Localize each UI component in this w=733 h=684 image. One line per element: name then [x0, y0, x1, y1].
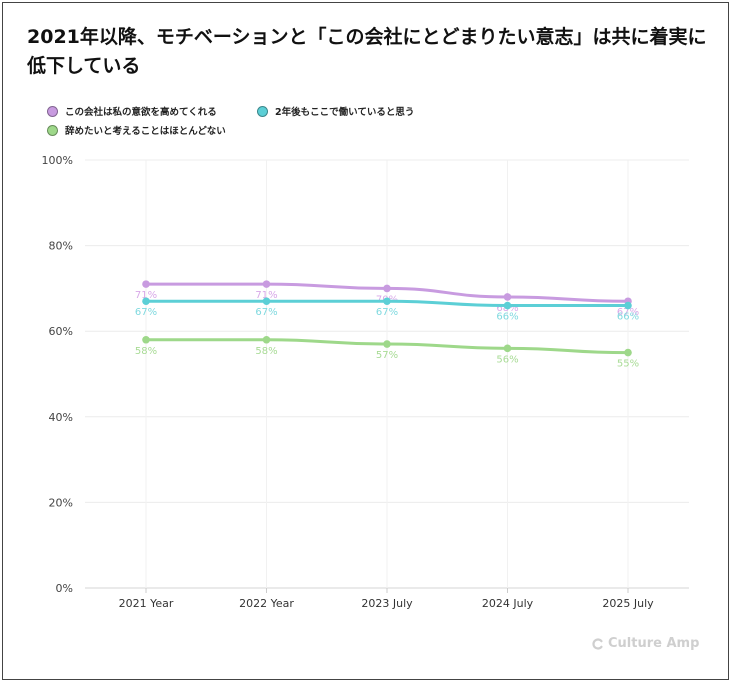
data-point	[624, 301, 632, 310]
data-label: 71%	[135, 290, 157, 301]
y-tick-label: 0%	[56, 582, 73, 595]
data-label: 57%	[376, 350, 398, 361]
data-label: 66%	[617, 312, 639, 323]
legend-marker-stay-two-years	[257, 105, 268, 117]
data-label: 55%	[617, 359, 639, 370]
brand-name: Culture Amp	[608, 636, 700, 651]
culture-amp-logo-icon	[592, 637, 603, 650]
legend-label-motivation: この会社は私の意欲を高めてくれる	[65, 107, 217, 118]
y-tick-label: 100%	[42, 154, 73, 167]
data-label: 67%	[135, 307, 157, 318]
chart-title: 2021年以降、モチベーションと「この会社にとどまりたい意志」は共に着実に低下し…	[27, 26, 707, 77]
data-point	[262, 335, 271, 344]
legend-item-motivation: この会社は私の意欲を高めてくれる	[47, 104, 217, 118]
legend-marker-rarely-quit	[47, 124, 58, 136]
data-point	[503, 344, 512, 353]
brand-watermark: Culture Amp	[592, 636, 699, 651]
line-chart: 0% 20% 40% 60% 80% 100% 2021 Year 2022 Year 2023…	[42, 154, 689, 610]
x-tick-label: 2025 July	[602, 597, 654, 610]
data-point	[383, 297, 391, 306]
data-label: 71%	[255, 290, 277, 301]
legend-label-stay-two-years: 2年後もここで働いていると思う	[275, 107, 415, 118]
data-label: 66%	[496, 312, 518, 323]
x-tick-label: 2022 Year	[239, 597, 294, 610]
data-label: 58%	[135, 346, 157, 357]
y-tick-label: 40%	[49, 411, 73, 424]
data-point	[142, 280, 150, 288]
x-tick-label: 2023 July	[361, 597, 413, 610]
data-label: 67%	[617, 307, 639, 318]
data-label: 56%	[496, 354, 518, 365]
data-point	[383, 284, 391, 293]
data-point	[503, 293, 512, 301]
data-point	[142, 297, 150, 306]
y-tick-label: 20%	[49, 496, 73, 509]
x-tick-label: 2024 July	[482, 597, 534, 610]
x-tick-label: 2021 Year	[119, 597, 174, 610]
legend-label-rarely-quit: 辞めたいと考えることはほとんどない	[65, 126, 226, 137]
data-point	[262, 280, 271, 288]
data-point	[503, 301, 512, 310]
data-label: 67%	[376, 307, 398, 318]
legend-item-stay-two-years: 2年後もここで働いていると思う	[257, 104, 414, 118]
data-point	[383, 340, 391, 348]
data-label: 58%	[255, 346, 277, 357]
data-label: 67%	[255, 307, 277, 318]
legend-marker-motivation	[47, 105, 58, 117]
y-tick-label: 60%	[49, 325, 73, 338]
data-point	[262, 297, 271, 306]
data-point	[624, 348, 632, 357]
data-point	[142, 335, 150, 344]
y-tick-label: 80%	[49, 240, 73, 253]
legend-item-rarely-quit: 辞めたいと考えることはほとんどない	[47, 123, 226, 137]
